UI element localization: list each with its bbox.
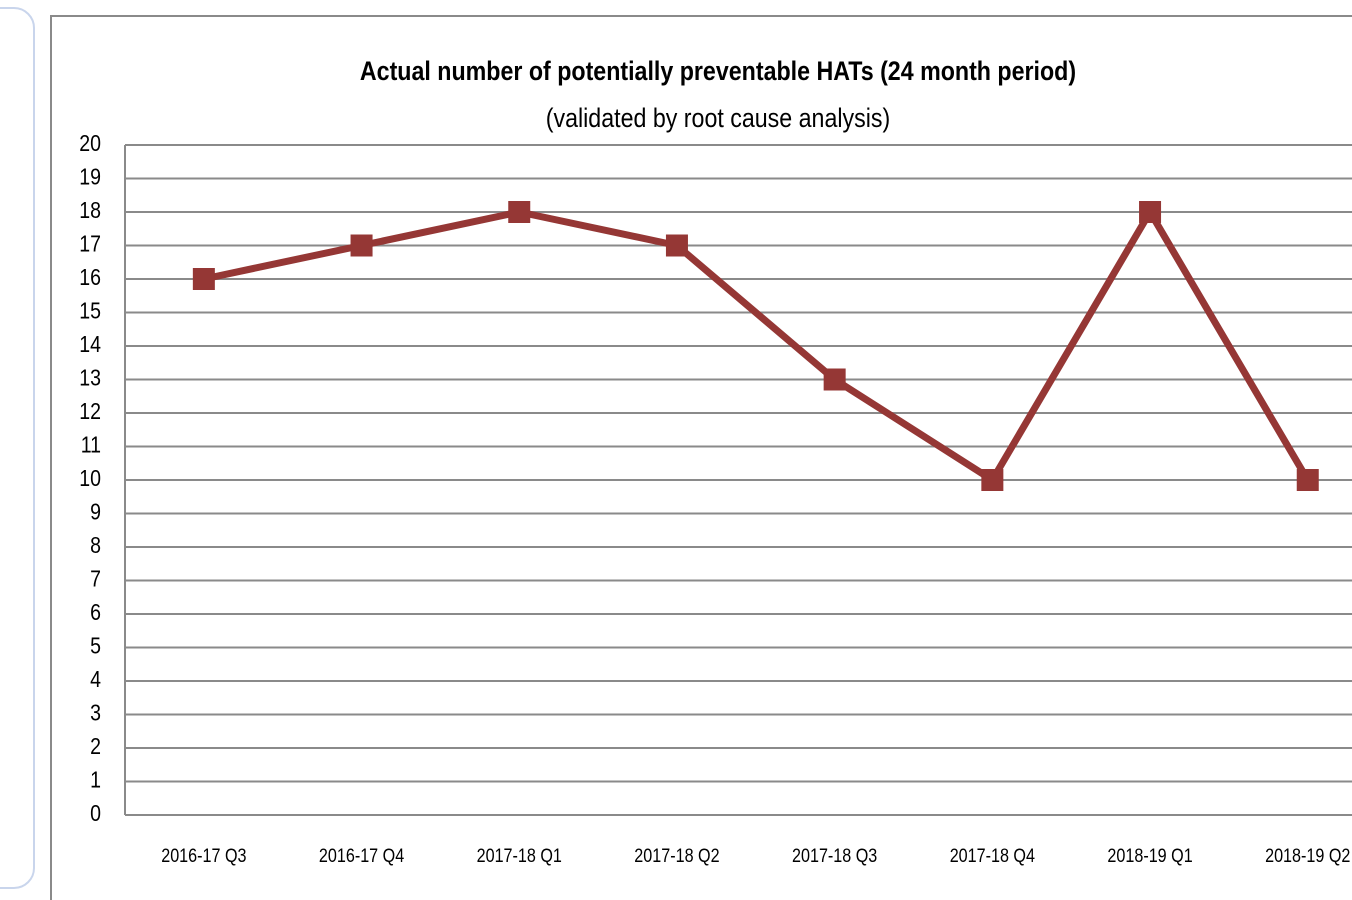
data-point <box>350 234 373 257</box>
data-point <box>823 368 846 391</box>
y-tick-label: 10 <box>79 466 101 492</box>
x-tick-label: 2018-19 Q2 <box>1265 845 1350 867</box>
y-tick-label: 8 <box>90 533 101 559</box>
y-tick-label: 4 <box>90 667 101 693</box>
y-tick-label: 3 <box>90 700 101 726</box>
y-tick-label: 7 <box>90 566 101 592</box>
x-tick-label: 2017-18 Q2 <box>634 845 719 867</box>
y-tick-label: 5 <box>90 633 101 659</box>
y-tick-label: 17 <box>79 231 101 257</box>
y-tick-label: 11 <box>81 432 101 458</box>
x-tick-label: 2017-18 Q1 <box>477 845 562 867</box>
data-point <box>665 234 688 257</box>
chart-frame <box>50 15 1352 900</box>
y-tick-label: 19 <box>79 164 101 190</box>
y-tick-label: 18 <box>79 198 101 224</box>
y-tick-label: 16 <box>79 265 101 291</box>
x-tick-label: 2017-18 Q4 <box>950 845 1035 867</box>
data-point <box>192 268 215 290</box>
plot <box>192 201 1319 491</box>
y-tick-label: 13 <box>79 365 101 391</box>
x-tick-label: 2018-19 Q1 <box>1107 845 1192 867</box>
y-tick-label: 20 <box>79 131 101 157</box>
y-tick-label: 1 <box>90 767 101 793</box>
side-panel <box>0 7 35 889</box>
y-tick-label: 6 <box>90 600 101 626</box>
chart-subtitle: (validated by root cause analysis) <box>546 104 890 134</box>
data-line <box>203 208 1311 484</box>
data-point <box>981 469 1004 491</box>
data-point <box>508 201 531 223</box>
data-point <box>1139 201 1162 223</box>
y-tick-label: 14 <box>79 332 101 358</box>
y-tick-label: 12 <box>79 399 101 425</box>
x-tick-label: 2017-18 Q3 <box>792 845 877 867</box>
data-point <box>1296 469 1319 491</box>
x-tick-label: 2016-17 Q4 <box>319 845 404 867</box>
x-tick-label: 2016-17 Q3 <box>161 845 246 867</box>
y-tick-label: 0 <box>90 801 101 827</box>
chart-title: Actual number of potentially preventable… <box>360 57 1076 87</box>
y-tick-label: 9 <box>90 499 101 525</box>
y-tick-label: 2 <box>90 734 101 760</box>
y-tick-label: 15 <box>79 298 101 324</box>
